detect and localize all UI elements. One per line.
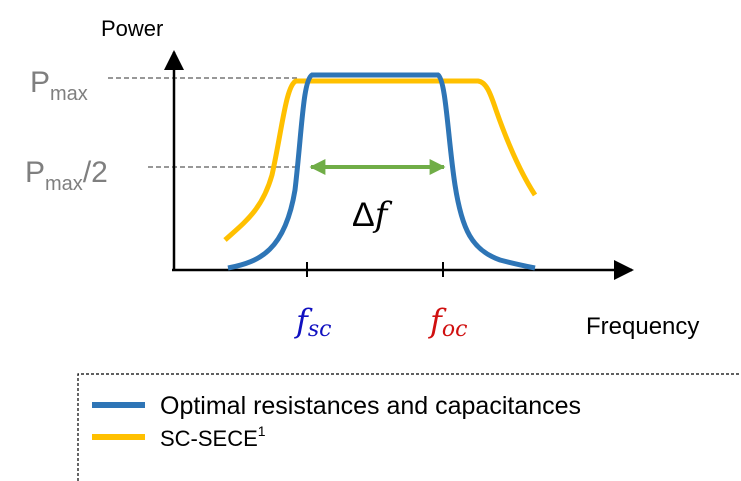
fsc-label: fsc — [294, 302, 331, 342]
x-axis-label: Frequency — [586, 313, 699, 340]
legend-box — [77, 373, 741, 481]
bandwidth-label: Δf — [352, 195, 393, 235]
phalf-label: Pmax/2 — [25, 156, 108, 195]
optimal-curve — [227, 72, 536, 271]
pmax-label: Pmax — [30, 66, 88, 105]
legend-label: Optimal resistances and capacitances — [160, 392, 581, 420]
y-axis-label: Power — [101, 16, 163, 41]
sc-sece-curve — [223, 78, 538, 242]
legend-label: SC-SECE1 — [160, 423, 266, 451]
foc-label: foc — [428, 302, 467, 342]
